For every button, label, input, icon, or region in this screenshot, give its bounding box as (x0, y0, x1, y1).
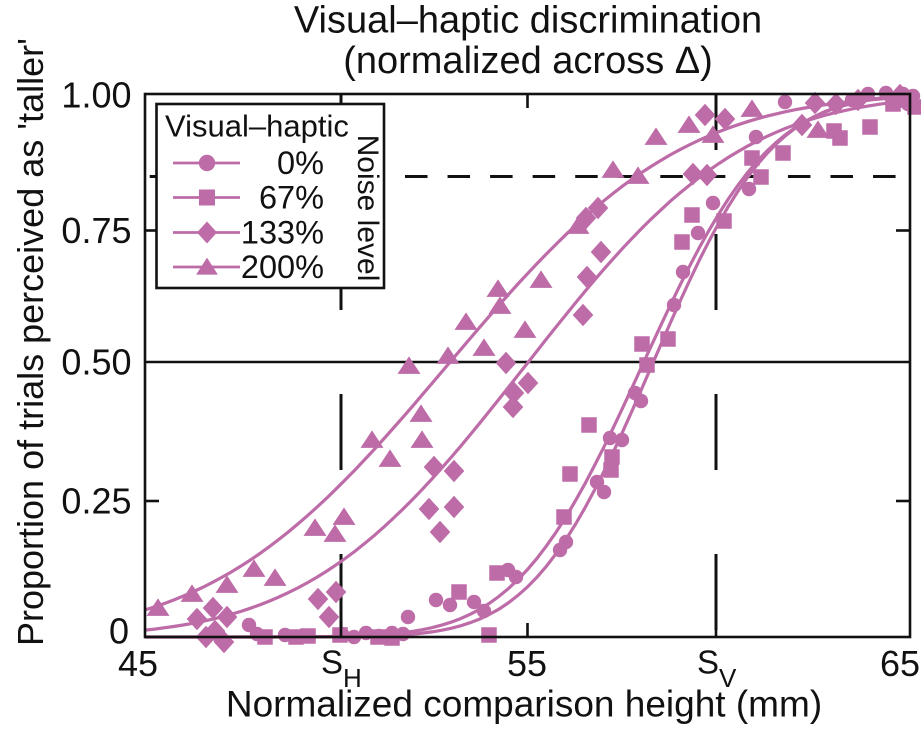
svg-text:0%: 0% (277, 145, 324, 181)
svg-text:45: 45 (118, 643, 158, 684)
svg-text:0.75: 0.75 (61, 210, 131, 251)
svg-text:67%: 67% (259, 180, 324, 216)
svg-text:0.25: 0.25 (61, 481, 131, 522)
svg-text:Noise level: Noise level (351, 135, 384, 282)
svg-text:Normalized comparison height (: Normalized comparison height (mm) (226, 684, 822, 725)
svg-text:1.00: 1.00 (61, 75, 131, 116)
svg-text:(normalized across Δ): (normalized across Δ) (343, 40, 713, 82)
svg-text:0.50: 0.50 (61, 342, 131, 383)
svg-text:65: 65 (880, 643, 920, 684)
svg-text:133%: 133% (241, 215, 324, 251)
svg-text:Proportion of trials perceived: Proportion of trials perceived as 'talle… (10, 38, 51, 646)
svg-text:0: 0 (109, 611, 129, 652)
svg-text:200%: 200% (241, 249, 324, 285)
svg-text:55: 55 (507, 643, 547, 684)
svg-text:Visual–haptic: Visual–haptic (165, 109, 349, 144)
svg-text:Visual–haptic discrimination: Visual–haptic discrimination (294, 0, 762, 42)
